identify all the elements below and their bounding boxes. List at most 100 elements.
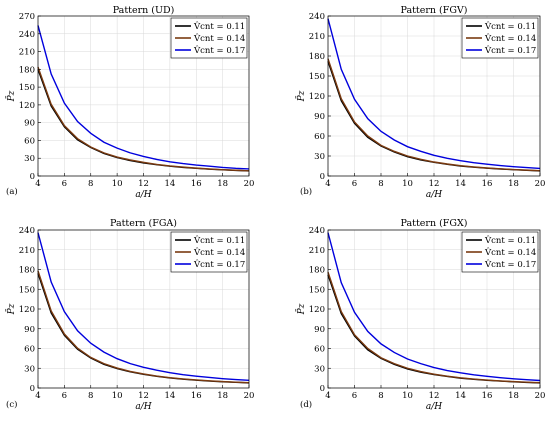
x-tick-label: 20: [244, 179, 255, 189]
x-tick-label: 4: [35, 179, 40, 189]
series-line-2: [37, 66, 250, 172]
y-tick-label: 210: [309, 32, 325, 42]
series-line-3: [37, 25, 250, 170]
y-axis-label: P̄z: [295, 303, 307, 315]
legend-label: V̂cnt = 0.14: [193, 246, 245, 258]
legend-label: V̂cnt = 0.14: [484, 246, 536, 258]
legend: V̂cnt = 0.11V̂cnt = 0.14V̂cnt = 0.17: [170, 17, 248, 59]
x-tick-label: 16: [482, 179, 493, 189]
x-tick-label: 12: [138, 391, 149, 401]
x-tick-label: 4: [325, 391, 330, 401]
legend-label: V̂cnt = 0.11: [193, 20, 245, 32]
x-tick-label: 10: [402, 179, 413, 189]
y-tick-label: 120: [309, 305, 325, 315]
chart-title: Pattern (FGV): [400, 5, 467, 16]
legend-label: V̂cnt = 0.11: [484, 234, 536, 246]
y-tick-label: 120: [309, 92, 325, 102]
legend-label: V̂cnt = 0.17: [193, 258, 245, 270]
y-tick-label: 60: [24, 345, 35, 355]
panel-tag: (b): [300, 186, 312, 197]
x-tick-label: 18: [217, 391, 228, 401]
series-line-2: [327, 58, 541, 172]
x-tick-label: 6: [62, 391, 67, 401]
legend: V̂cnt = 0.11V̂cnt = 0.14V̂cnt = 0.17: [461, 17, 539, 59]
y-tick-label: 0: [30, 172, 35, 182]
x-tick-label: 8: [378, 179, 383, 189]
y-axis-label: P̄z: [295, 90, 307, 102]
x-axis-label: a/H: [426, 190, 442, 200]
x-tick-label: 4: [35, 391, 40, 401]
series-line-2: [37, 270, 250, 384]
x-axis-label: a/H: [135, 402, 151, 412]
panel-tag: (d): [300, 399, 312, 410]
y-tick-label: 60: [314, 345, 325, 355]
chart-panel-3: 4 6 8 10 12 14 16 18 20 0 30 60 90 120 150 180 210 240 Pat…: [5, 218, 254, 412]
y-tick-label: 210: [19, 246, 35, 256]
series-line-3: [327, 18, 541, 170]
y-tick-label: 0: [320, 172, 325, 182]
legend: V̂cnt = 0.11V̂cnt = 0.14V̂cnt = 0.17: [170, 231, 248, 273]
x-tick-label: 18: [217, 179, 228, 189]
y-tick-label: 150: [309, 72, 325, 82]
x-tick-label: 16: [482, 391, 493, 401]
x-tick-label: 14: [455, 179, 466, 189]
x-tick-label: 20: [244, 391, 255, 401]
y-tick-label: 60: [24, 136, 35, 146]
x-tick-label: 6: [62, 179, 67, 189]
y-tick-label: 180: [309, 266, 325, 276]
x-tick-label: 8: [88, 391, 93, 401]
x-tick-label: 4: [325, 179, 330, 189]
y-tick-label: 180: [309, 52, 325, 62]
y-tick-label: 120: [19, 305, 35, 315]
y-tick-label: 210: [19, 48, 35, 58]
series-line-3: [327, 232, 541, 382]
x-tick-label: 8: [378, 391, 383, 401]
legend-label: V̂cnt = 0.14: [484, 32, 536, 44]
y-tick-label: 240: [19, 226, 35, 236]
x-tick-label: 12: [429, 179, 440, 189]
legend: V̂cnt = 0.11V̂cnt = 0.14V̂cnt = 0.17: [461, 231, 539, 273]
y-tick-label: 30: [314, 364, 325, 374]
y-tick-label: 150: [309, 285, 325, 295]
y-tick-label: 30: [314, 152, 325, 162]
y-axis-label: P̄z: [5, 90, 17, 102]
chart-title: Pattern (FGX): [401, 218, 468, 229]
panel-tag: (c): [6, 399, 17, 410]
y-tick-label: 60: [314, 132, 325, 142]
legend-label: V̂cnt = 0.14: [193, 32, 245, 44]
y-tick-label: 0: [320, 384, 325, 394]
y-axis-label: P̄z: [5, 303, 17, 315]
legend-label: V̂cnt = 0.17: [193, 44, 245, 56]
chart-panel-1: 4 6 8 10 12 14 16 18 20 0 30 60 90 120 150 180 210 240 270…: [5, 5, 254, 200]
x-tick-label: 16: [191, 179, 202, 189]
y-tick-label: 30: [24, 364, 35, 374]
chart-title: Pattern (FGA): [110, 218, 177, 229]
y-tick-label: 210: [309, 246, 325, 256]
x-tick-label: 8: [88, 179, 93, 189]
legend-label: V̂cnt = 0.11: [484, 20, 536, 32]
x-tick-label: 12: [429, 391, 440, 401]
x-axis-label: a/H: [426, 402, 442, 412]
chart-panel-2: 4 6 8 10 12 14 16 18 20 0 30 60 90 120 150 180 210 240 Pat…: [295, 5, 545, 200]
y-tick-label: 30: [24, 154, 35, 164]
x-tick-label: 14: [164, 391, 175, 401]
y-tick-label: 180: [19, 266, 35, 276]
y-tick-label: 120: [19, 101, 35, 111]
chart-panel-4: 4 6 8 10 12 14 16 18 20 0 30 60 90 120 150 180 210 240 Pat…: [295, 218, 545, 412]
y-tick-label: 90: [314, 112, 325, 122]
x-tick-label: 16: [191, 391, 202, 401]
y-tick-label: 0: [30, 384, 35, 394]
y-tick-label: 240: [309, 226, 325, 236]
y-tick-label: 240: [309, 12, 325, 22]
y-tick-label: 240: [19, 30, 35, 40]
x-tick-label: 10: [112, 391, 123, 401]
y-tick-label: 150: [19, 285, 35, 295]
y-tick-label: 150: [19, 83, 35, 93]
y-tick-label: 270: [19, 12, 35, 22]
y-tick-label: 90: [24, 325, 35, 335]
legend-label: V̂cnt = 0.11: [193, 234, 245, 246]
legend-label: V̂cnt = 0.17: [484, 258, 536, 270]
series-line-3: [37, 232, 250, 382]
